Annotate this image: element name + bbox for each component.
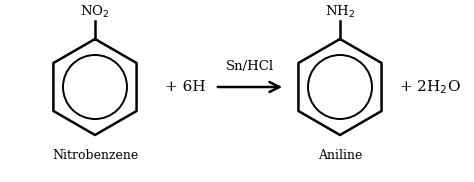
Text: + 2H$_2$O: + 2H$_2$O [399,78,461,96]
Text: Aniline: Aniline [318,149,362,162]
Text: + 6H: + 6H [164,80,205,94]
Text: NH$_2$: NH$_2$ [325,4,355,20]
Text: Sn/HCl: Sn/HCl [226,60,274,73]
Text: NO$_2$: NO$_2$ [80,4,110,20]
Text: Nitrobenzene: Nitrobenzene [52,149,138,162]
